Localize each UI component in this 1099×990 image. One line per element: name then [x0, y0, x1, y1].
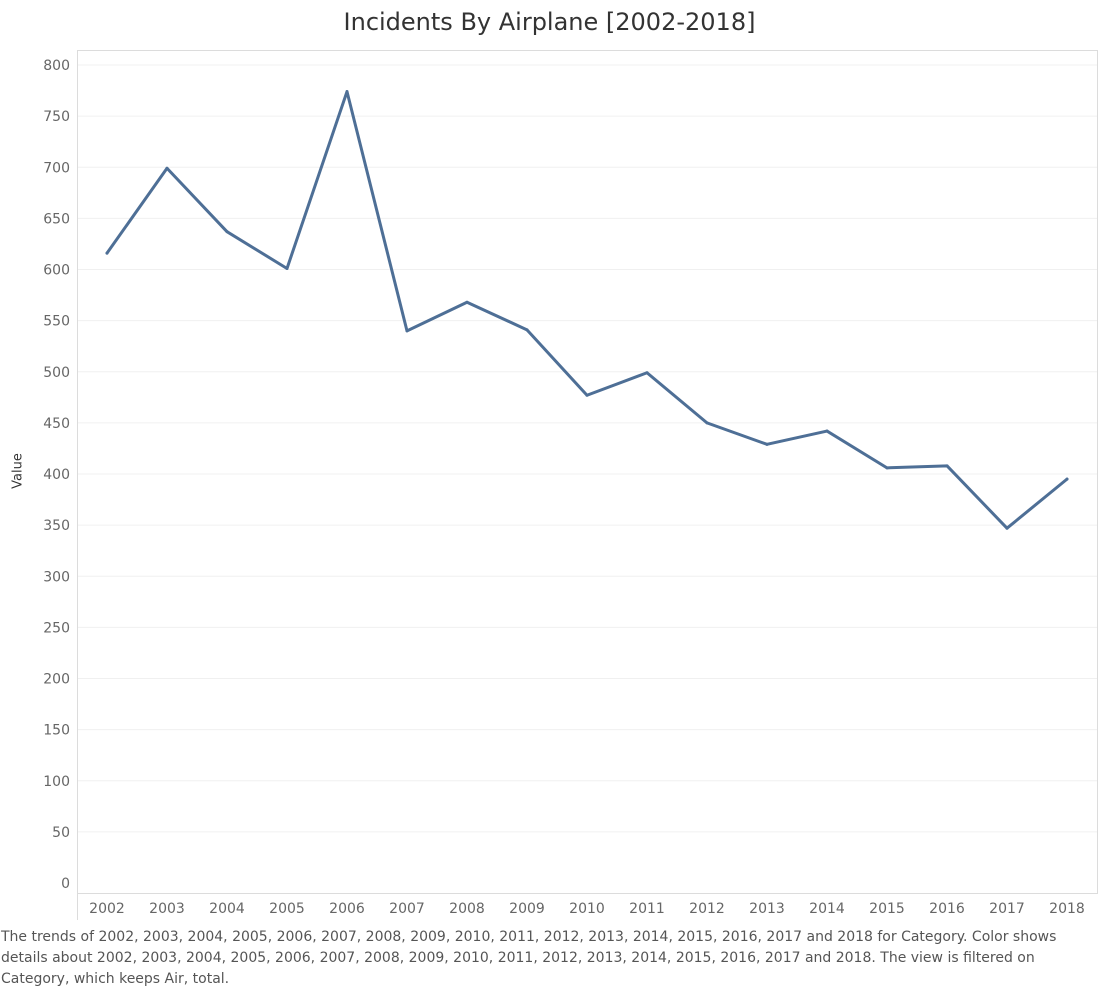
y-tick-label: 0	[61, 876, 70, 892]
y-tick-label: 100	[43, 774, 70, 790]
x-tick-label: 2012	[689, 901, 725, 917]
y-tick-label: 50	[52, 825, 70, 841]
x-tick-label: 2006	[329, 901, 365, 917]
data-point[interactable]	[405, 329, 409, 333]
gridlines	[78, 64, 1097, 833]
y-tick-label: 500	[43, 365, 70, 381]
x-tick-label: 2018	[1049, 901, 1085, 917]
x-tick-label: 2002	[89, 901, 125, 917]
y-tick-label: 650	[43, 211, 70, 227]
x-tick-label: 2011	[629, 901, 665, 917]
x-tick-label: 2005	[269, 901, 305, 917]
y-tick-label: 250	[43, 620, 70, 636]
x-axis-ticks: 2002 2003 2004 2005 2006 2007 2008 2009 2010 2011…	[77, 893, 1097, 920]
data-point[interactable]	[885, 466, 889, 470]
data-point[interactable]	[1005, 526, 1009, 530]
data-point[interactable]	[285, 266, 289, 270]
y-tick-label: 150	[43, 723, 70, 739]
y-tick-label: 700	[43, 160, 70, 176]
y-tick-label: 750	[43, 109, 70, 125]
x-tick-label: 2004	[209, 901, 245, 917]
x-tick-label: 2003	[149, 901, 185, 917]
series-layer	[105, 90, 1069, 530]
x-tick-label: 2015	[869, 901, 905, 917]
data-point[interactable]	[705, 421, 709, 425]
data-point[interactable]	[105, 251, 109, 255]
data-point[interactable]	[165, 166, 169, 170]
x-tick-label: 2013	[749, 901, 785, 917]
x-tick-label: 2017	[989, 901, 1025, 917]
data-point[interactable]	[465, 300, 469, 304]
y-axis-label: Value	[10, 453, 26, 489]
x-tick-label: 2010	[569, 901, 605, 917]
data-point[interactable]	[945, 464, 949, 468]
line-chart: 0 50 100 150 200 250 300 350 400 450 500 550 600 650 7…	[43, 50, 1098, 920]
y-tick-label: 200	[43, 672, 70, 688]
series-line	[105, 90, 1069, 530]
y-tick-label: 300	[43, 569, 70, 585]
data-point[interactable]	[825, 429, 829, 433]
data-point[interactable]	[765, 442, 769, 446]
data-point[interactable]	[345, 90, 349, 94]
y-tick-label: 400	[43, 467, 70, 483]
data-point[interactable]	[645, 371, 649, 375]
data-point[interactable]	[525, 328, 529, 332]
x-tick-label: 2008	[449, 901, 485, 917]
data-point[interactable]	[225, 230, 229, 234]
y-tick-label: 350	[43, 518, 70, 534]
chart-title: Incidents By Airplane [2002-2018]	[343, 8, 756, 36]
x-tick-label: 2016	[929, 901, 965, 917]
y-tick-label: 450	[43, 416, 70, 432]
y-tick-label: 600	[43, 263, 70, 279]
x-tick-label: 2009	[509, 901, 545, 917]
x-tick-label: 2007	[389, 901, 425, 917]
y-tick-label: 550	[43, 314, 70, 330]
chart-caption: The trends of 2002, 2003, 2004, 2005, 20…	[1, 929, 1057, 987]
data-point[interactable]	[585, 393, 589, 397]
y-axis-ticks: 0 50 100 150 200 250 300 350 400 450 500 550 600 650 7…	[43, 58, 70, 892]
x-tick-label: 2014	[809, 901, 845, 917]
y-tick-label: 800	[43, 58, 70, 74]
plot-area-border	[77, 50, 1098, 894]
data-point[interactable]	[1065, 477, 1069, 481]
